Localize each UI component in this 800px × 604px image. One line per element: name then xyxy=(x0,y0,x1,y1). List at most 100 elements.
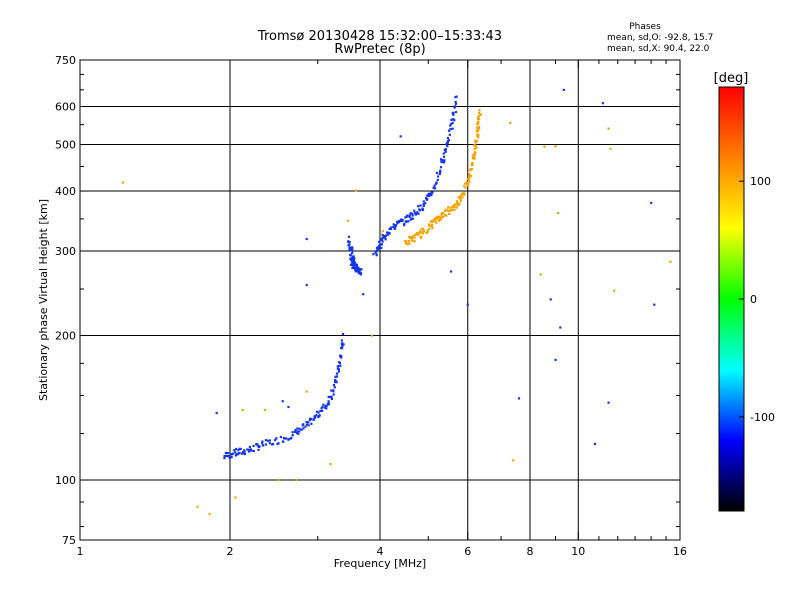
scatter-point xyxy=(509,121,512,124)
scatter-point xyxy=(669,260,672,263)
trace-point xyxy=(433,187,437,190)
trace-point xyxy=(459,199,462,202)
trace-point xyxy=(353,257,356,260)
x-axis-label: Frequency [MHz] xyxy=(334,557,426,570)
trace-point xyxy=(459,196,462,199)
trace-point xyxy=(240,452,244,455)
trace-point xyxy=(279,435,282,439)
trace-point xyxy=(422,203,425,206)
trace-point xyxy=(353,267,356,270)
trace-point xyxy=(348,241,351,244)
trace-point xyxy=(352,265,355,268)
trace-point xyxy=(441,212,444,215)
trace-point xyxy=(252,444,255,448)
scatter-point xyxy=(607,127,610,130)
trace-point xyxy=(419,204,422,207)
trace-point xyxy=(449,128,452,131)
trace-point xyxy=(475,140,479,143)
trace-point xyxy=(223,457,226,460)
trace-point xyxy=(474,140,477,143)
trace-point xyxy=(420,235,423,238)
trace-point xyxy=(409,212,412,215)
trace-point xyxy=(378,240,381,243)
trace-point xyxy=(453,105,456,108)
trace-point xyxy=(457,203,460,206)
trace-point xyxy=(419,236,422,240)
trace-point xyxy=(404,242,408,245)
trace-point xyxy=(230,453,233,456)
trace-point xyxy=(459,198,462,201)
trace-point xyxy=(341,347,344,350)
trace-point xyxy=(413,209,416,212)
trace-point xyxy=(375,254,378,257)
trace-point xyxy=(300,428,303,431)
trace-point xyxy=(443,209,446,213)
trace-point xyxy=(305,423,309,426)
trace-point xyxy=(308,418,311,422)
trace-point xyxy=(381,240,384,243)
trace-point xyxy=(426,229,429,232)
trace-point xyxy=(413,240,416,243)
trace-point xyxy=(436,178,439,182)
trace-point xyxy=(399,220,402,223)
trace-point xyxy=(248,450,251,453)
trace-point xyxy=(437,219,440,222)
trace-point xyxy=(380,238,383,241)
trace-point xyxy=(330,395,333,399)
trace-point xyxy=(403,222,406,225)
trace-point xyxy=(425,196,428,200)
scatter-point xyxy=(305,283,308,287)
trace-point xyxy=(247,448,250,451)
x-tick-label: 10 xyxy=(571,545,585,558)
scatter-point xyxy=(263,408,267,412)
trace-point xyxy=(447,206,450,209)
scatter-point xyxy=(559,326,562,329)
trace-point xyxy=(463,185,466,188)
trace-point xyxy=(314,415,317,419)
scatter-point xyxy=(449,270,453,273)
trace-point xyxy=(380,246,383,249)
trace-point xyxy=(349,257,352,260)
trace-point xyxy=(454,100,457,104)
trace-point xyxy=(422,204,425,207)
trace-point xyxy=(471,157,475,160)
trace-point xyxy=(323,406,326,409)
trace-point xyxy=(471,167,474,170)
trace-point xyxy=(296,430,299,433)
trace-point xyxy=(411,238,414,241)
trace-point xyxy=(321,405,324,408)
trace-point xyxy=(450,118,453,121)
trace-point xyxy=(436,216,439,219)
trace-point xyxy=(407,239,410,243)
scatter-point xyxy=(562,88,565,91)
trace-point xyxy=(394,226,397,229)
trace-point xyxy=(410,217,413,220)
trace-point xyxy=(436,175,440,178)
x-tick-label: 8 xyxy=(527,545,534,558)
trace-point xyxy=(417,205,420,208)
trace-point xyxy=(475,126,479,129)
trace-point xyxy=(349,263,353,266)
trace-point xyxy=(454,110,458,114)
trace-point xyxy=(401,219,404,222)
trace-point xyxy=(342,343,345,346)
trace-point xyxy=(471,155,474,158)
trace-point xyxy=(421,232,424,235)
trace-point xyxy=(478,111,481,115)
trace-point xyxy=(417,233,420,236)
trace-point xyxy=(372,253,375,256)
trace-point xyxy=(478,127,481,130)
trace-point xyxy=(298,430,301,433)
trace-point xyxy=(332,389,335,392)
trace-point xyxy=(452,205,455,209)
trace-point xyxy=(459,195,462,198)
trace-point xyxy=(320,407,323,410)
trace-point xyxy=(336,365,339,368)
trace-point xyxy=(252,449,255,453)
trace-point xyxy=(404,216,407,219)
trace-point xyxy=(386,233,390,236)
trace-point xyxy=(451,127,454,130)
trace-point xyxy=(475,129,479,133)
trace-point xyxy=(239,447,242,451)
